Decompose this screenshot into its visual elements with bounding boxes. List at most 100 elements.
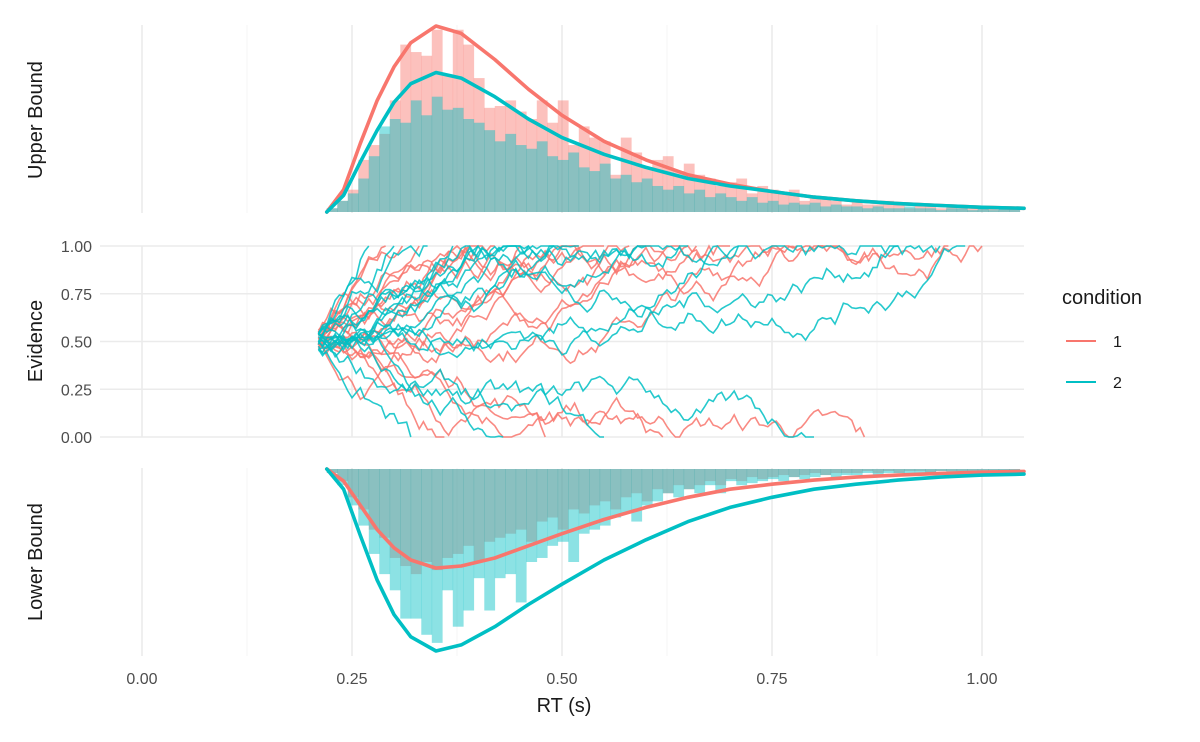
upper-hist-bar-1 (389, 100, 401, 212)
upper-hist-bar-2 (673, 185, 685, 212)
evidence-trace-2 (318, 344, 604, 438)
lower-hist-bar-1 (421, 469, 433, 562)
lower-hist-bar-2 (547, 469, 559, 546)
upper-hist-bar-2 (326, 208, 338, 212)
x-axis-title: RT (s) (537, 695, 592, 717)
upper-hist-bar-2 (767, 200, 779, 212)
lower-hist-bar-1 (799, 469, 811, 476)
lower-hist-bar-1 (872, 469, 884, 474)
upper-hist-bar-2 (620, 174, 632, 212)
lower-hist-bar-2 (526, 469, 538, 562)
density-curve-layer (325, 24, 1026, 653)
lower-hist-bar-1 (851, 469, 863, 474)
lower-hist-bar-1 (683, 469, 695, 490)
upper-hist-bar-1 (725, 182, 737, 212)
lower-hist-bar-2 (809, 469, 821, 478)
upper-hist-bar-2 (862, 208, 874, 212)
lower-hist-bar-1 (662, 469, 674, 494)
lower-hist-bar-1 (820, 469, 832, 476)
upper-hist-bar-2 (977, 208, 989, 212)
lower-hist-bar-1 (452, 469, 464, 554)
lower-hist-bar-1 (746, 469, 758, 478)
x-tick-label: 0.50 (546, 671, 577, 688)
evidence-trace-2 (317, 245, 395, 345)
upper-hist-bar-2 (935, 210, 947, 212)
upper-hist-bar-1 (788, 189, 800, 212)
upper-hist-bar-2 (725, 197, 737, 212)
lower-hist-bar-1 (599, 469, 611, 502)
lower-hist-bar-2 (746, 469, 758, 484)
lower-hist-bar-2 (599, 469, 611, 526)
lower-hist-bar-1 (526, 469, 538, 542)
lower-hist-bar-2 (589, 469, 601, 530)
evidence-tick-label: 0.00 (61, 430, 92, 447)
upper-hist-bar-1 (757, 185, 769, 212)
upper-hist-bar-2 (484, 130, 496, 212)
upper-hist-bar-2 (788, 202, 800, 212)
upper-hist-bar-2 (526, 148, 538, 212)
evidence-trace-1 (318, 245, 983, 346)
lower-hist-bar-2 (967, 469, 979, 472)
upper-hist-bar-2 (1009, 208, 1021, 212)
legend-label-2: 2 (1113, 375, 1122, 392)
lower-hist-bar-1 (631, 469, 643, 494)
evidence-trace-2 (317, 245, 899, 359)
lower-hist-bar-1 (704, 469, 716, 482)
lower-hist-bar-2 (715, 469, 727, 494)
upper-hist-bar-1 (589, 137, 601, 212)
lower-hist-bar-2 (358, 469, 370, 526)
upper-hist-bar-1 (683, 163, 695, 212)
lower-hist-bar-1 (463, 469, 475, 546)
lower-hist-bar-2 (379, 469, 391, 575)
upper-hist-bar-2 (998, 208, 1010, 212)
lower-hist-bar-1 (841, 469, 853, 474)
upper-hist-bar-2 (694, 189, 706, 212)
lower-hist-bar-2 (337, 469, 349, 486)
lower-hist-bar-2 (830, 469, 842, 478)
upper-hist-bar-2 (757, 202, 769, 212)
upper-hist-bar-1 (452, 29, 464, 212)
evidence-trace-2 (317, 245, 479, 352)
upper-hist-bar-2 (557, 159, 569, 212)
lower-hist-bar-1 (589, 469, 601, 506)
lower-hist-bar-2 (400, 469, 412, 619)
lower-hist-bar-1 (473, 469, 485, 562)
upper-hist-bar-2 (704, 197, 716, 212)
upper-hist-bar-1 (400, 44, 412, 212)
upper-hist-bar-2 (463, 119, 475, 212)
lower-hist-bar-2 (683, 469, 695, 490)
upper-hist-bar-1 (578, 126, 590, 212)
upper-hist-bar-2 (830, 204, 842, 212)
lower-hist-bar-1 (715, 469, 727, 486)
upper-hist-bar-2 (851, 206, 863, 212)
upper-hist-bar-1 (925, 206, 937, 212)
upper-hist-bar-2 (610, 178, 622, 212)
upper-hist-bar-2 (904, 206, 916, 212)
lower-hist-bar-2 (851, 469, 863, 476)
upper-hist-bar-1 (715, 185, 727, 212)
lower-hist-bar-2 (578, 469, 590, 534)
lower-density-curve-2 (325, 467, 1026, 653)
lower-hist-bar-2 (389, 469, 401, 591)
upper-hist-bar-2 (431, 96, 443, 212)
lower-hist-bar-1 (956, 469, 968, 472)
lower-hist-bar-2 (988, 469, 1000, 472)
lower-hist-bar-2 (767, 469, 779, 480)
lower-hist-bar-1 (389, 469, 401, 558)
lower-hist-bar-2 (505, 469, 517, 575)
lower-hist-bar-2 (442, 469, 454, 591)
lower-hist-bar-1 (778, 469, 790, 476)
lower-bound-axis-title: Lower Bound (25, 503, 47, 621)
upper-hist-bar-1 (935, 208, 947, 212)
upper-hist-bar-2 (914, 208, 926, 212)
lower-hist-bar-2 (473, 469, 485, 579)
lower-hist-bar-1 (694, 469, 706, 486)
lower-hist-bar-1 (494, 469, 506, 538)
upper-hist-bar-1 (536, 100, 548, 212)
upper-hist-bar-2 (631, 182, 643, 212)
lower-hist-bar-2 (368, 469, 380, 554)
upper-hist-bar-1 (851, 200, 863, 212)
upper-hist-bar-1 (599, 141, 611, 212)
upper-hist-bar-2 (956, 208, 968, 212)
upper-hist-bar-1 (767, 189, 779, 212)
